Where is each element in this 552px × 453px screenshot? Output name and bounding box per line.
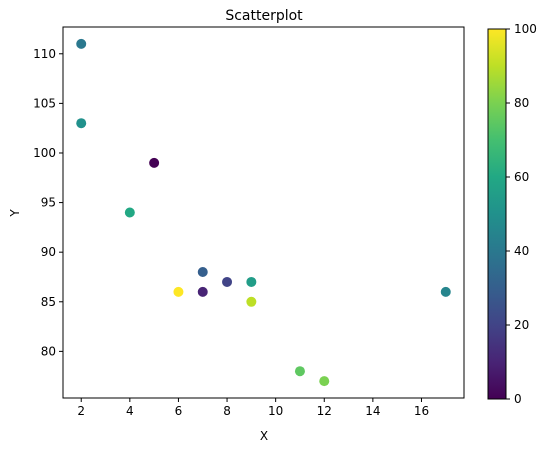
data-point bbox=[197, 267, 208, 278]
data-point bbox=[294, 366, 305, 377]
colorbar-tick-label: 40 bbox=[514, 244, 529, 258]
data-point bbox=[319, 376, 330, 387]
colorbar bbox=[487, 28, 507, 400]
data-point bbox=[440, 286, 451, 297]
y-axis: 80 85 90 95 100 105 110 bbox=[33, 47, 63, 358]
y-tick-label: 110 bbox=[33, 47, 56, 61]
x-axis: 2 4 6 8 10 12 14 16 bbox=[77, 398, 429, 418]
colorbar-tick-label: 20 bbox=[514, 318, 529, 332]
data-point bbox=[173, 286, 184, 297]
x-tick-label: 4 bbox=[126, 404, 134, 418]
plot-frame bbox=[62, 26, 465, 399]
y-tick-label: 100 bbox=[33, 146, 56, 160]
data-point bbox=[222, 276, 233, 287]
y-tick-label: 90 bbox=[41, 245, 56, 259]
y-tick-label: 80 bbox=[41, 344, 56, 358]
x-tick-label: 8 bbox=[223, 404, 231, 418]
data-point bbox=[197, 286, 208, 297]
y-axis-label: Y bbox=[8, 209, 22, 218]
x-tick-label: 2 bbox=[77, 404, 85, 418]
x-tick-label: 14 bbox=[365, 404, 380, 418]
points-layer bbox=[76, 38, 451, 387]
colorbar-axis: 0 20 40 60 80 100 bbox=[506, 22, 537, 406]
data-point bbox=[76, 118, 87, 129]
colorbar-tick-label: 80 bbox=[514, 96, 529, 110]
data-point bbox=[76, 38, 87, 49]
y-tick-label: 95 bbox=[41, 196, 56, 210]
data-point bbox=[124, 207, 135, 218]
colorbar-tick-label: 100 bbox=[514, 22, 537, 36]
x-tick-label: 12 bbox=[317, 404, 332, 418]
x-tick-label: 10 bbox=[268, 404, 283, 418]
x-axis-label: X bbox=[260, 429, 268, 443]
x-tick-label: 16 bbox=[414, 404, 429, 418]
chart-title: Scatterplot bbox=[225, 8, 303, 24]
x-tick-label: 6 bbox=[175, 404, 183, 418]
y-tick-label: 105 bbox=[33, 96, 56, 110]
colorbar-tick-label: 60 bbox=[514, 170, 529, 184]
colorbar-tick-label: 0 bbox=[514, 392, 522, 406]
data-point bbox=[149, 157, 160, 168]
data-point bbox=[246, 296, 257, 307]
data-point bbox=[246, 276, 257, 287]
y-tick-label: 85 bbox=[41, 295, 56, 309]
